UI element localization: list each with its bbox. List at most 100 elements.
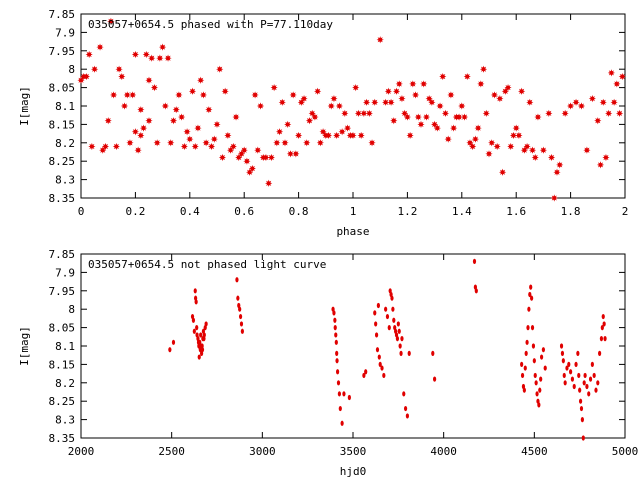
data-point bbox=[239, 321, 244, 327]
data-point bbox=[433, 376, 437, 382]
data-point bbox=[308, 109, 316, 117]
data-point bbox=[529, 284, 533, 290]
data-point bbox=[525, 339, 529, 345]
data-point bbox=[129, 91, 137, 99]
data-point bbox=[534, 380, 538, 386]
data-point bbox=[403, 113, 411, 121]
data-point bbox=[131, 128, 139, 136]
data-point bbox=[533, 372, 537, 379]
data-point bbox=[254, 146, 262, 154]
x-tick-label: 3500 bbox=[340, 445, 367, 458]
y-tick-label: 8 bbox=[68, 63, 75, 76]
data-point bbox=[284, 120, 292, 128]
data-point bbox=[599, 98, 607, 106]
data-point bbox=[305, 117, 314, 125]
data-point bbox=[594, 387, 598, 393]
x-axis-ticks: 0 0.2 0.4 0.6 0.8 1 1.2 1.4 1.6 1.8 2 bbox=[78, 14, 629, 218]
data-point bbox=[197, 76, 205, 84]
data-point bbox=[77, 76, 85, 84]
data-point bbox=[292, 150, 300, 158]
data-point bbox=[439, 72, 447, 81]
data-point bbox=[532, 358, 536, 364]
data-point bbox=[561, 358, 565, 364]
data-point bbox=[580, 417, 584, 423]
data-point bbox=[553, 168, 561, 176]
data-point bbox=[232, 113, 240, 121]
y-tick-label: 8.3 bbox=[55, 414, 75, 427]
data-point bbox=[501, 87, 509, 95]
data-point bbox=[194, 299, 198, 305]
data-point bbox=[458, 102, 466, 110]
data-point bbox=[311, 113, 319, 121]
data-point bbox=[490, 91, 499, 99]
data-point bbox=[545, 109, 553, 117]
y-tick-label: 8.35 bbox=[49, 432, 76, 445]
x-tick-label: 2000 bbox=[68, 445, 95, 458]
data-point bbox=[398, 95, 406, 103]
data-point bbox=[567, 361, 571, 367]
data-point bbox=[218, 153, 227, 162]
y-tick-label: 8.05 bbox=[49, 322, 76, 335]
data-point bbox=[392, 317, 396, 323]
data-point bbox=[602, 321, 606, 327]
data-point bbox=[387, 325, 391, 331]
data-point bbox=[365, 109, 373, 117]
data-point bbox=[583, 146, 591, 154]
data-point bbox=[172, 106, 180, 114]
data-point bbox=[596, 380, 600, 386]
data-point bbox=[88, 142, 96, 151]
data-point bbox=[221, 87, 229, 95]
data-point bbox=[541, 347, 546, 353]
data-point bbox=[347, 394, 351, 401]
data-point bbox=[477, 80, 485, 88]
data-point bbox=[574, 361, 578, 367]
data-point bbox=[324, 131, 333, 140]
data-point bbox=[460, 113, 469, 121]
data-point bbox=[207, 142, 216, 151]
data-point bbox=[455, 113, 463, 121]
data-point bbox=[327, 102, 335, 110]
data-point bbox=[139, 124, 148, 132]
data-point bbox=[238, 313, 243, 320]
data-point bbox=[373, 310, 377, 316]
data-point bbox=[582, 380, 586, 386]
data-point bbox=[537, 402, 541, 408]
data-point bbox=[352, 84, 360, 92]
data-point bbox=[392, 87, 401, 95]
data-point bbox=[523, 365, 527, 371]
data-point bbox=[205, 106, 213, 114]
x-tick-label: 1.8 bbox=[561, 205, 581, 218]
data-point bbox=[153, 139, 161, 147]
x-tick-label: 5000 bbox=[612, 445, 639, 458]
data-point bbox=[411, 91, 420, 99]
data-point bbox=[598, 350, 602, 356]
x-tick-label: 2 bbox=[622, 205, 629, 218]
data-point bbox=[425, 95, 433, 103]
data-point bbox=[112, 142, 120, 151]
data-point bbox=[479, 65, 488, 73]
data-point bbox=[380, 365, 384, 371]
data-point bbox=[409, 80, 417, 88]
data-point bbox=[588, 376, 593, 382]
data-point bbox=[319, 128, 327, 136]
data-point bbox=[588, 95, 596, 103]
data-point bbox=[85, 50, 93, 59]
y-tick-label: 8.3 bbox=[55, 174, 75, 187]
data-point bbox=[360, 109, 368, 117]
data-point bbox=[267, 153, 275, 162]
data-point bbox=[403, 405, 408, 412]
y-tick-label: 8.25 bbox=[49, 155, 76, 168]
data-point bbox=[107, 17, 115, 25]
data-point bbox=[531, 153, 539, 162]
data-point bbox=[236, 295, 240, 301]
data-point bbox=[335, 350, 339, 356]
data-point bbox=[385, 313, 390, 320]
data-point bbox=[563, 380, 567, 386]
x-tick-label: 0.6 bbox=[234, 205, 254, 218]
data-point bbox=[286, 150, 295, 158]
data-point bbox=[570, 376, 575, 382]
x-axis-label: hjd0 bbox=[340, 465, 367, 478]
data-point bbox=[332, 310, 336, 316]
data-point bbox=[168, 347, 172, 353]
data-point bbox=[364, 369, 368, 375]
